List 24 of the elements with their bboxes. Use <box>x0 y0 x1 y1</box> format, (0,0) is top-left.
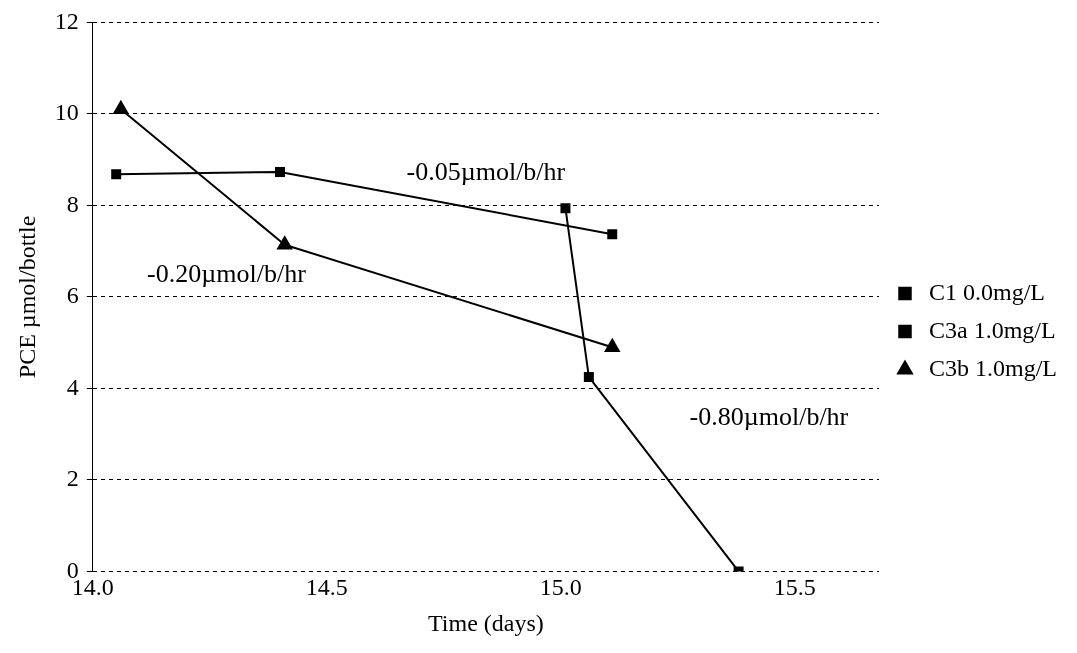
point <box>583 371 594 382</box>
legend-label: C1 0.0mg/L <box>929 278 1046 305</box>
x-tick-label: 15.5 <box>773 574 816 601</box>
point <box>275 167 285 177</box>
y-axis-title: PCE µmol/bottle <box>13 215 40 379</box>
point <box>560 203 571 214</box>
annotation: -0.05µmol/b/hr <box>406 157 566 187</box>
y-tick-label: 10 <box>54 99 79 126</box>
x-tick-label: 14.5 <box>305 574 348 601</box>
annotation: -0.20µmol/b/hr <box>147 258 307 288</box>
y-tick-label: 4 <box>66 373 79 400</box>
y-tick-label: 2 <box>66 465 79 492</box>
legend-label: C3b 1.0mg/L <box>929 354 1058 381</box>
point <box>607 229 618 240</box>
x-axis-title: Time (days) <box>428 609 544 636</box>
x-tick-label: 15.0 <box>539 574 582 601</box>
annotation: -0.80µmol/b/hr <box>689 401 849 431</box>
y-tick-label: 6 <box>66 282 79 309</box>
point <box>604 338 620 352</box>
legend-label: C3a 1.0mg/L <box>929 316 1056 343</box>
point <box>111 169 122 180</box>
point <box>276 236 293 250</box>
y-tick-label: 8 <box>66 190 79 217</box>
y-tick-label: 12 <box>54 7 79 34</box>
